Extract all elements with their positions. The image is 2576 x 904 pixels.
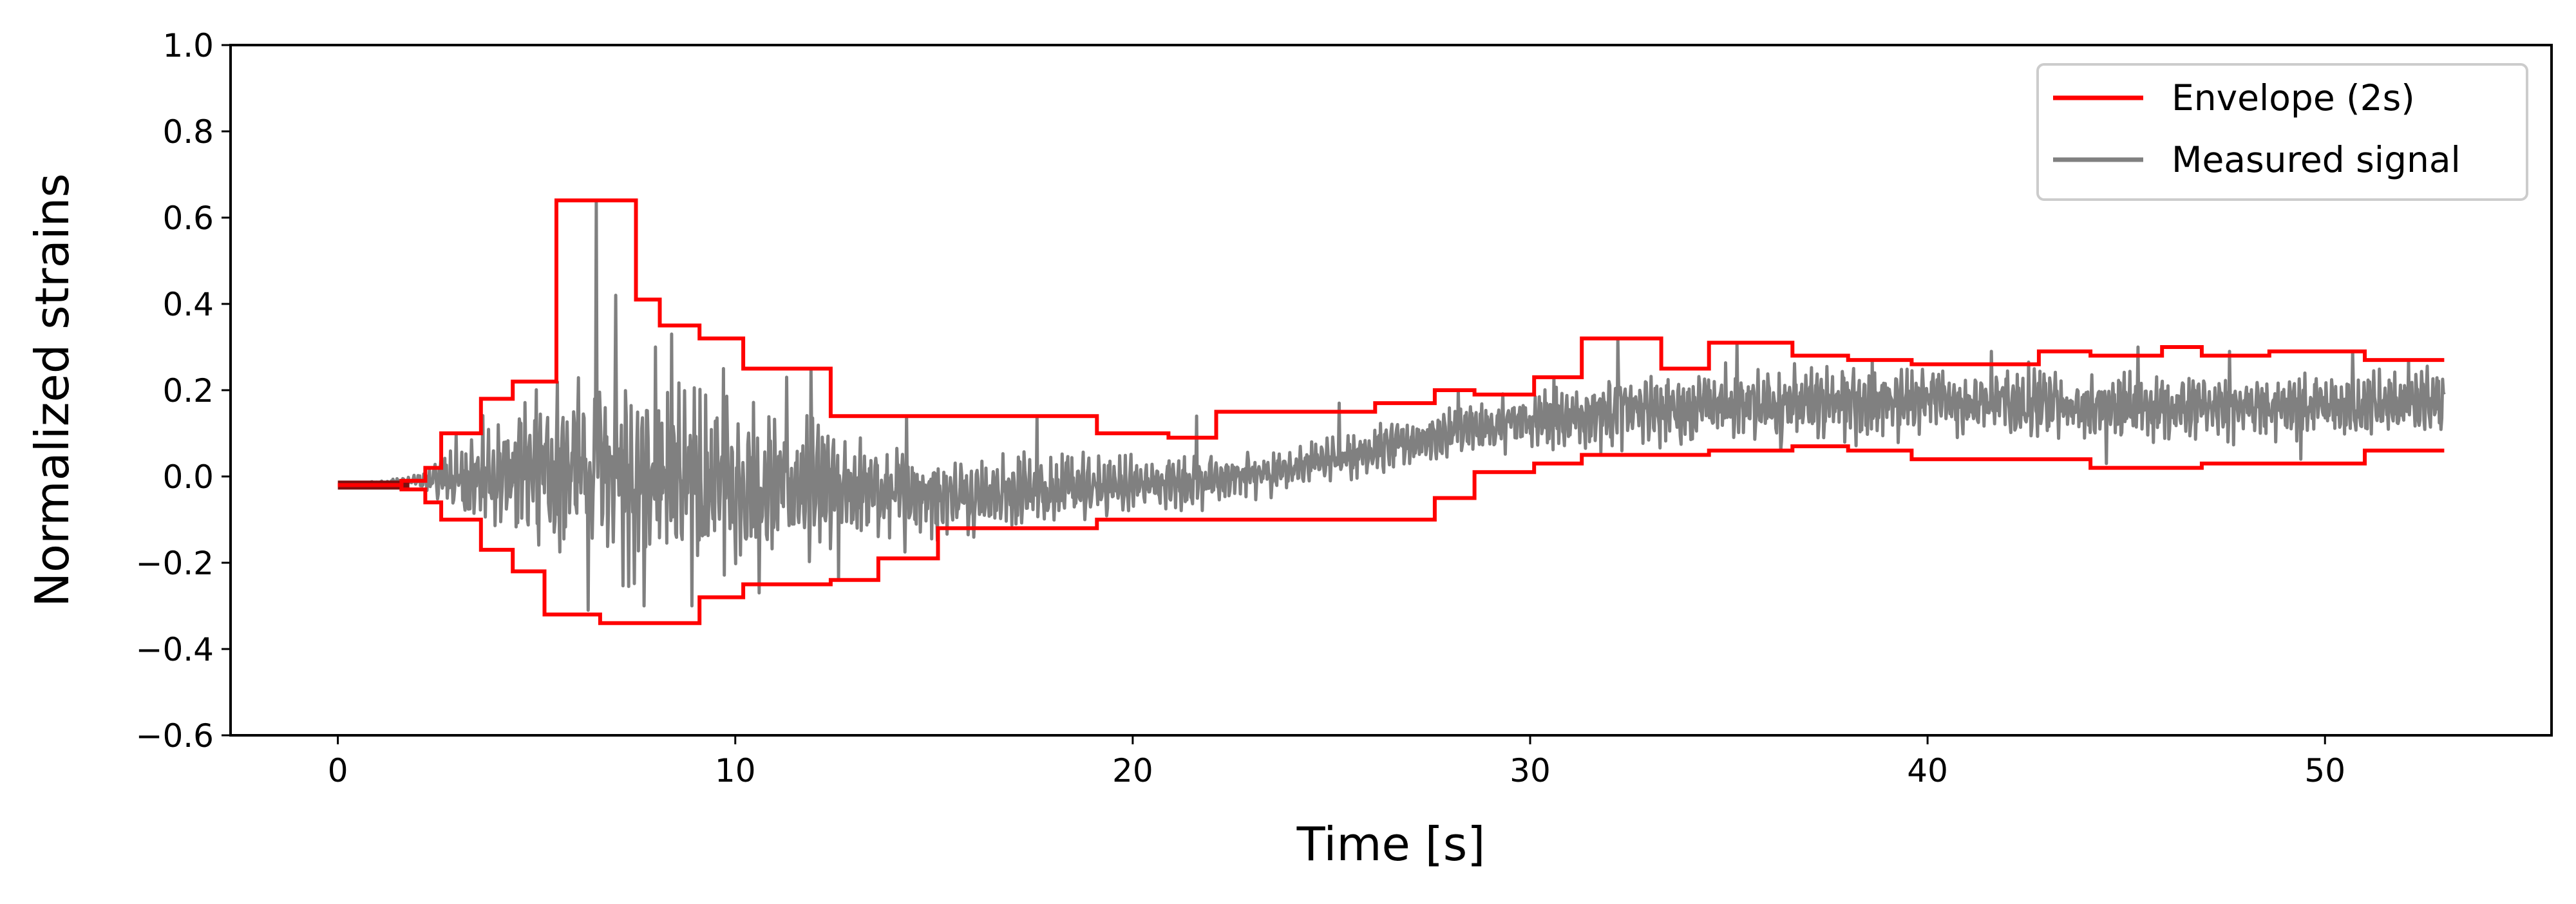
y-tick-label: 0.4 <box>162 286 214 323</box>
x-axis: 0 10 20 30 40 50 <box>328 735 2345 789</box>
y-axis: −0.6 −0.4 −0.2 0.0 0.2 0.4 0.6 0.8 1.0 <box>136 27 231 755</box>
y-tick-label: 0.0 <box>162 458 214 496</box>
legend-label-measured-signal: Measured signal <box>2172 139 2461 180</box>
measured-signal-line <box>337 198 2446 612</box>
x-tick-label: 10 <box>715 752 756 789</box>
y-tick-label: 0.2 <box>162 372 214 410</box>
x-tick-label: 50 <box>2304 752 2345 789</box>
y-tick-label: 0.6 <box>162 200 214 237</box>
y-tick-label: −0.2 <box>136 545 214 582</box>
y-axis-title: Normalized strains <box>25 173 79 607</box>
y-tick-label: −0.4 <box>136 631 214 668</box>
x-tick-label: 40 <box>1907 752 1948 789</box>
x-tick-label: 30 <box>1510 752 1551 789</box>
y-tick-label: 1.0 <box>162 27 214 64</box>
x-tick-label: 0 <box>328 752 348 789</box>
plot-area <box>337 198 2446 625</box>
legend: Envelope (2s) Measured signal <box>2036 63 2528 201</box>
x-axis-title: Time [s] <box>1296 817 1486 871</box>
legend-label-envelope: Envelope (2s) <box>2172 77 2415 118</box>
y-tick-label: −0.6 <box>136 717 214 755</box>
envelope-upper-line <box>337 198 2445 487</box>
x-tick-label: 20 <box>1112 752 1153 789</box>
envelope-lower-line <box>337 444 2445 625</box>
y-tick-label: 0.8 <box>162 113 214 151</box>
legend-box <box>2036 63 2528 201</box>
